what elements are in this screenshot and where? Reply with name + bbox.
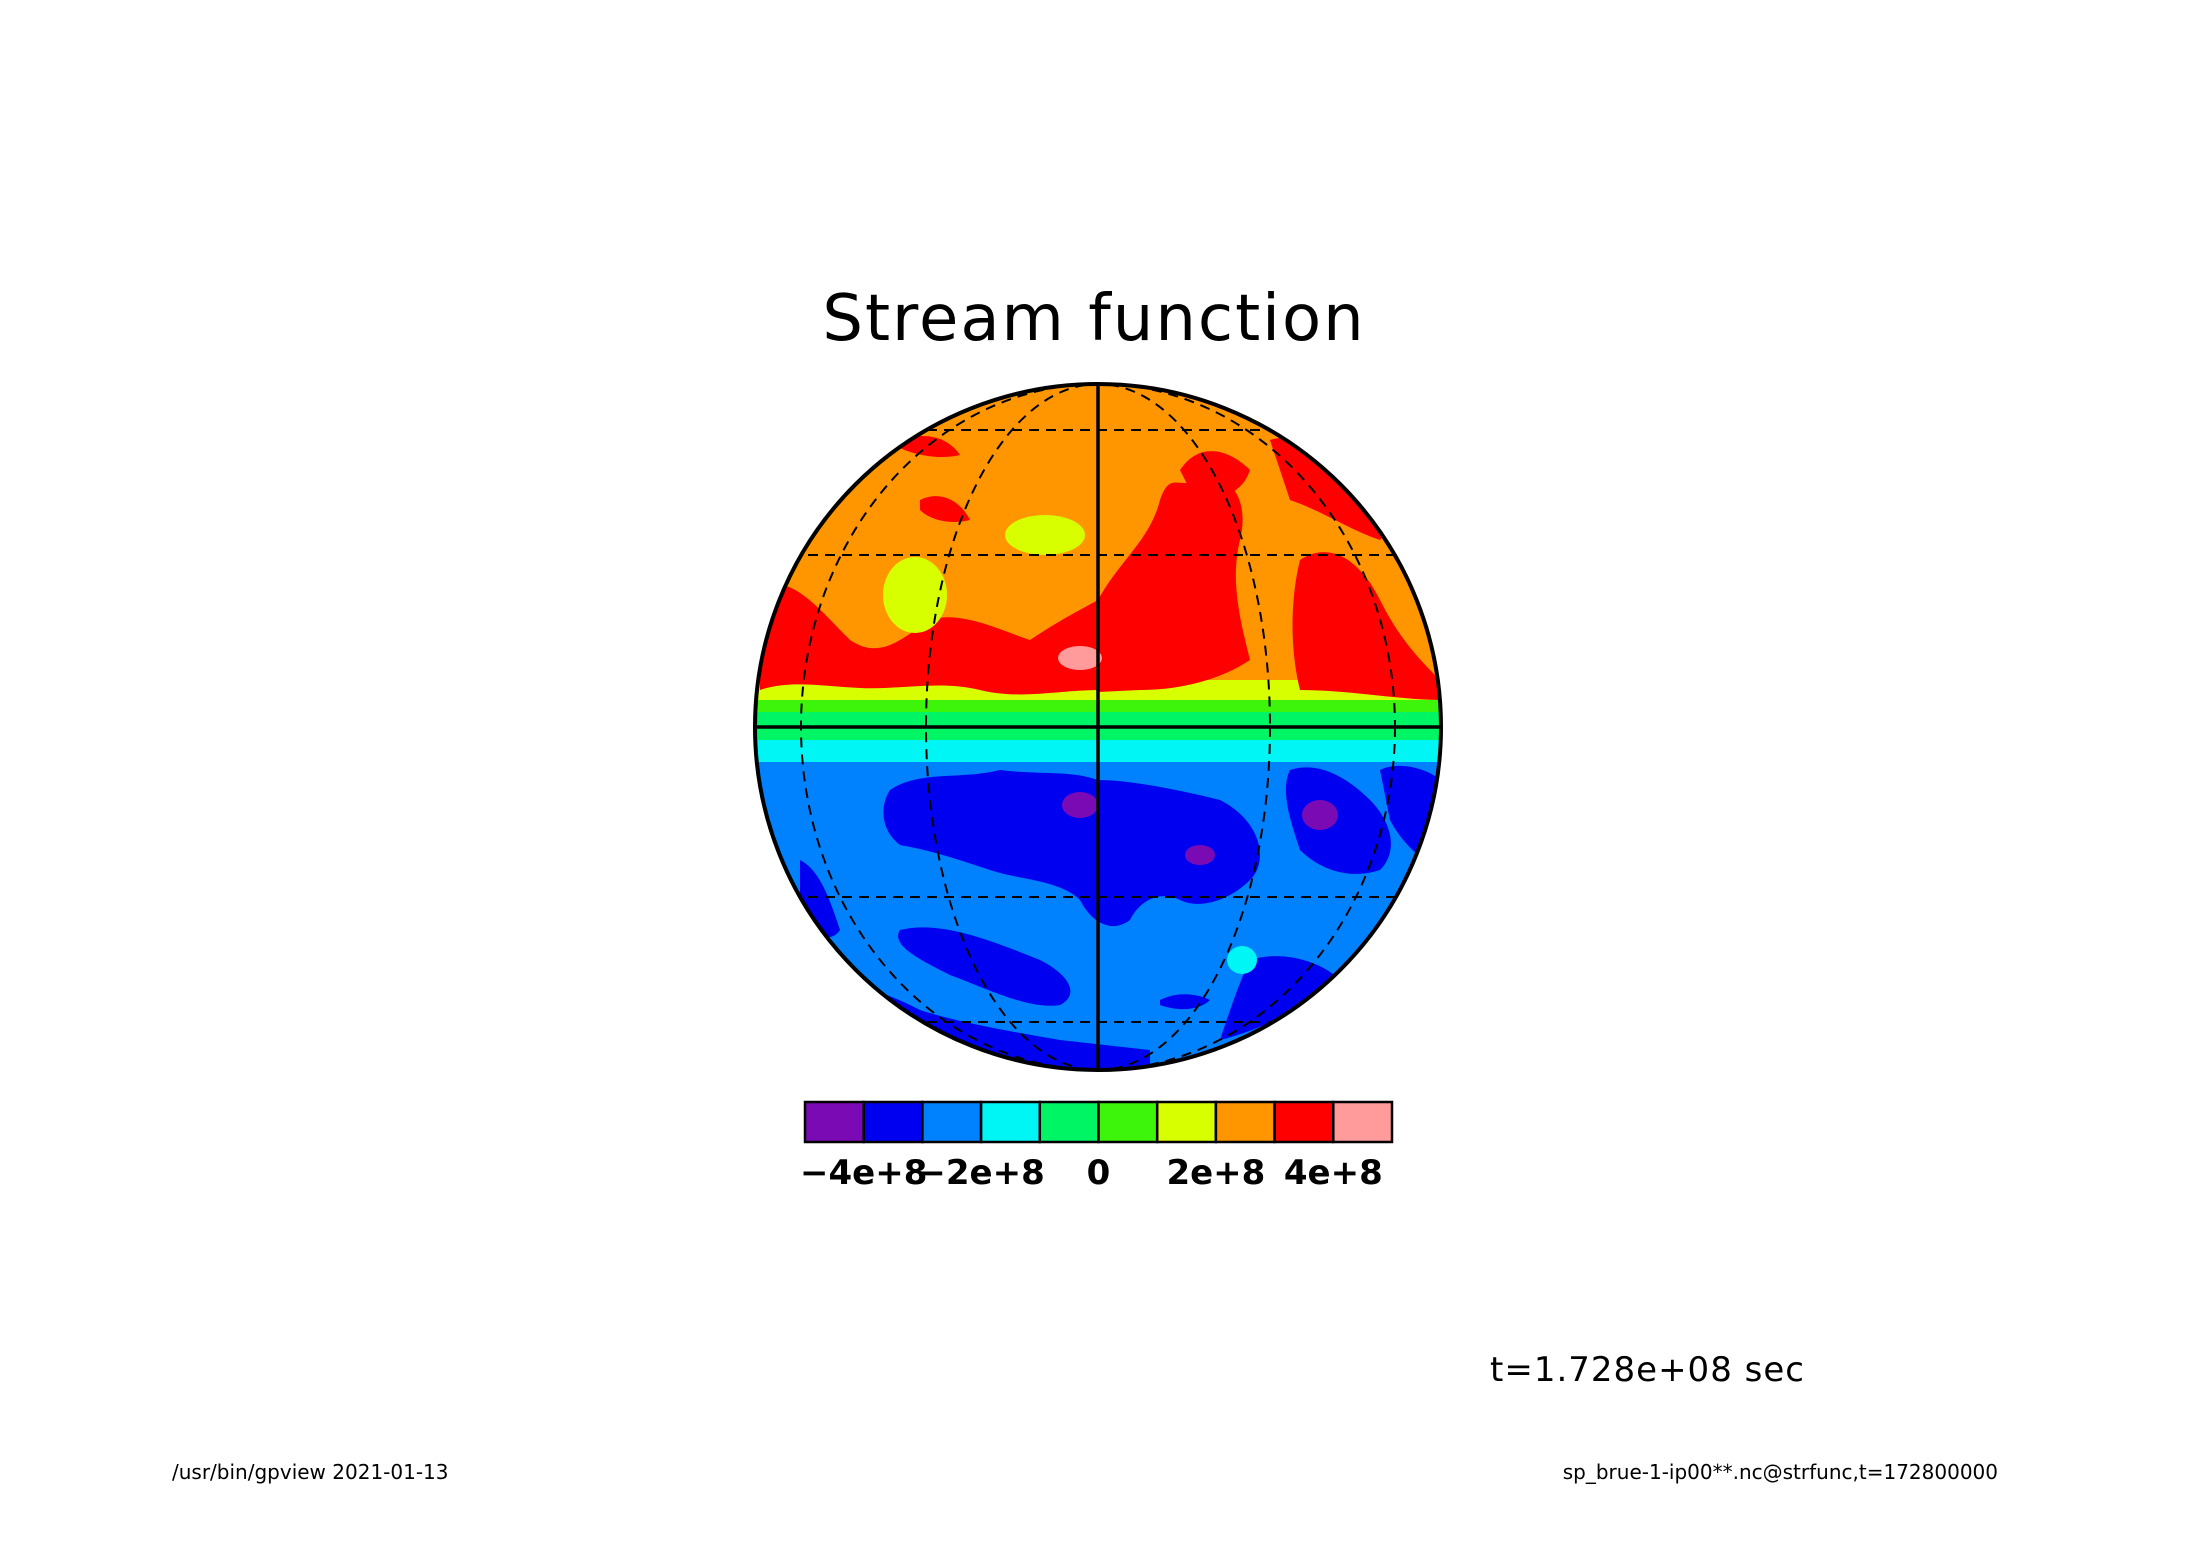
colorbar-swatch <box>979 1100 1042 1144</box>
colorbar-tick-label: 2e+8 <box>1166 1153 1265 1193</box>
colorbar-tick-label: 4e+8 <box>1284 1153 1383 1193</box>
footer-program-date: /usr/bin/gpview 2021-01-13 <box>172 1460 449 1484</box>
colorbar-swatch <box>1273 1100 1335 1144</box>
plot-title: Stream function <box>822 282 1366 356</box>
colorbar-tick-label: 0 <box>1087 1153 1111 1193</box>
footer-source: sp_brue-1-ip00**.nc@strfunc,t=172800000 <box>1562 1460 1998 1484</box>
colorbar-tick-label: −2e+8 <box>917 1153 1044 1193</box>
colorbar-swatch <box>803 1100 865 1144</box>
colorbar-swatch <box>1155 1100 1218 1144</box>
colorbar-tick-labels: −4e+8−2e+8 0 2e+8 4e+8 <box>800 1153 1383 1193</box>
colorbar-swatch <box>1038 1100 1100 1144</box>
globe-outline <box>753 382 1443 1072</box>
colorbar-swatch <box>1097 1100 1159 1144</box>
colorbar <box>803 1100 1394 1144</box>
globe-fill <box>755 384 1441 1070</box>
colorbar-swatch <box>1214 1100 1276 1144</box>
colorbar-tick-label: −4e+8 <box>800 1153 927 1193</box>
colorbar-swatch <box>1332 1100 1394 1144</box>
colorbar-swatch <box>862 1100 924 1144</box>
time-label: t=1.728e+08 sec <box>1490 1350 1805 1390</box>
colorbar-swatch <box>921 1100 983 1144</box>
